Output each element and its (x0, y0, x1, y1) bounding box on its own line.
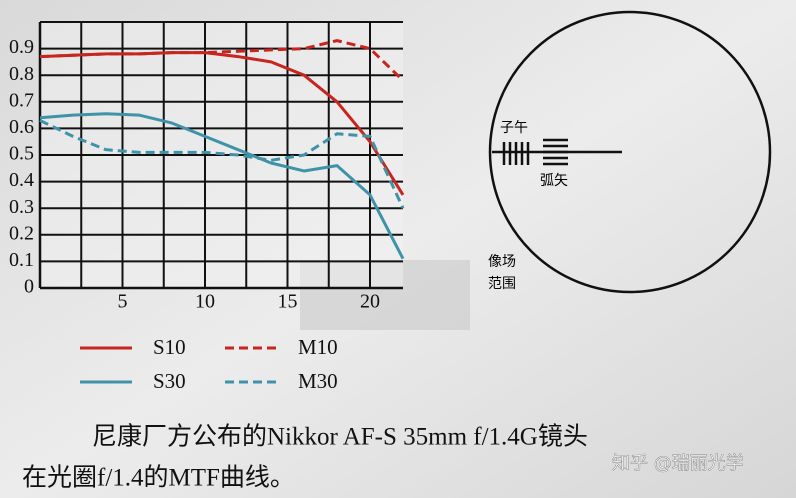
series-line (39, 119, 405, 209)
field-label: 范围 (488, 275, 516, 292)
y-tick-label: 0 (24, 276, 34, 298)
y-tick-label: 0.9 (9, 36, 34, 58)
legend-label: S10 (153, 335, 186, 359)
legend-label: M10 (298, 335, 338, 359)
field-label: 像场 (488, 254, 516, 270)
field-diagram: 子午 弧矢 像场 范围 (488, 10, 772, 294)
watermark: 知乎 @瑞丽光学 (612, 453, 744, 474)
image-circle (488, 10, 772, 294)
y-tick-label: 0.2 (9, 222, 34, 244)
legend-label: M30 (298, 369, 338, 393)
sagittal-pattern (543, 138, 568, 166)
y-tick-label: 0.8 (9, 63, 34, 85)
x-tick-label: 20 (360, 291, 380, 313)
y-tick-label: 0.3 (9, 196, 34, 218)
caption: 在光圈f/1.4的MTF曲线。 (22, 464, 295, 492)
y-tick-label: 0.5 (9, 143, 34, 165)
x-tick-label: 15 (278, 291, 298, 313)
series-line (39, 39, 405, 82)
x-tick-label: 10 (195, 291, 215, 313)
y-tick-label: 0.7 (9, 89, 34, 111)
meridional-label: 子午 (500, 120, 528, 136)
sagittal-label: 弧矢 (540, 173, 568, 189)
series-line (39, 112, 405, 260)
legend-label: S30 (153, 369, 186, 393)
x-tick-label: 5 (118, 291, 128, 313)
y-tick-label: 0.1 (9, 249, 34, 271)
mtf-chart: 0 0.1 0.2 0.3 0.4 0.5 0.6 0.7 0.8 0.9 5 10 15 20 S10 M1… (9, 21, 405, 393)
y-tick-label: 0.4 (9, 169, 34, 191)
y-tick-label: 0.6 (9, 116, 34, 138)
caption: 尼康厂方公布的Nikkor AF-S 35mm f/1.4G镜头 (92, 423, 588, 451)
meridional-pattern (502, 142, 530, 165)
